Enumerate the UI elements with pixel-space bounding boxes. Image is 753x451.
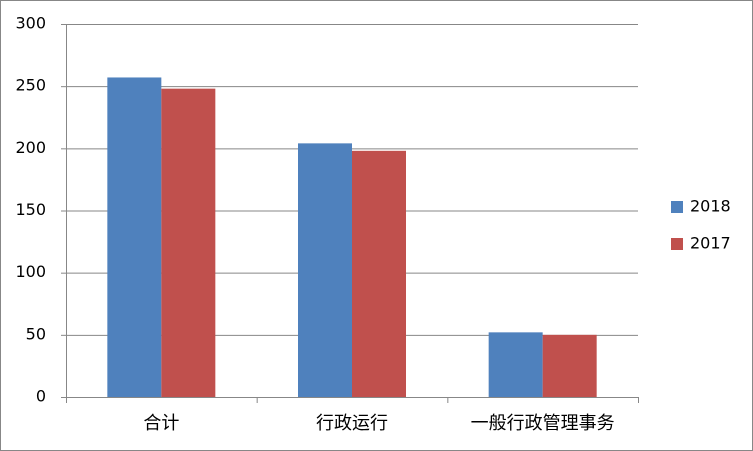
y-tick-label: 100: [15, 262, 46, 281]
x-tick-label: 行政运行: [316, 413, 388, 434]
legend-label: 2018: [690, 197, 731, 216]
y-tick-label: 0: [36, 387, 46, 406]
bar: [488, 332, 543, 397]
x-tick-label: 合计: [143, 413, 179, 434]
x-tick-label: 一般行政管理事务: [471, 413, 615, 434]
y-tick-label: 300: [15, 14, 46, 33]
legend-swatch: [671, 201, 683, 213]
y-tick-label: 150: [15, 200, 46, 219]
y-tick-label: 200: [15, 138, 46, 157]
legend-label: 2017: [690, 234, 731, 253]
bar: [161, 88, 216, 398]
bar: [542, 334, 597, 397]
legend-swatch: [671, 238, 683, 250]
bar: [298, 143, 352, 397]
y-tick-label: 250: [15, 76, 46, 95]
bar: [352, 150, 406, 397]
bar: [107, 77, 162, 398]
y-tick-label: 50: [26, 324, 46, 343]
